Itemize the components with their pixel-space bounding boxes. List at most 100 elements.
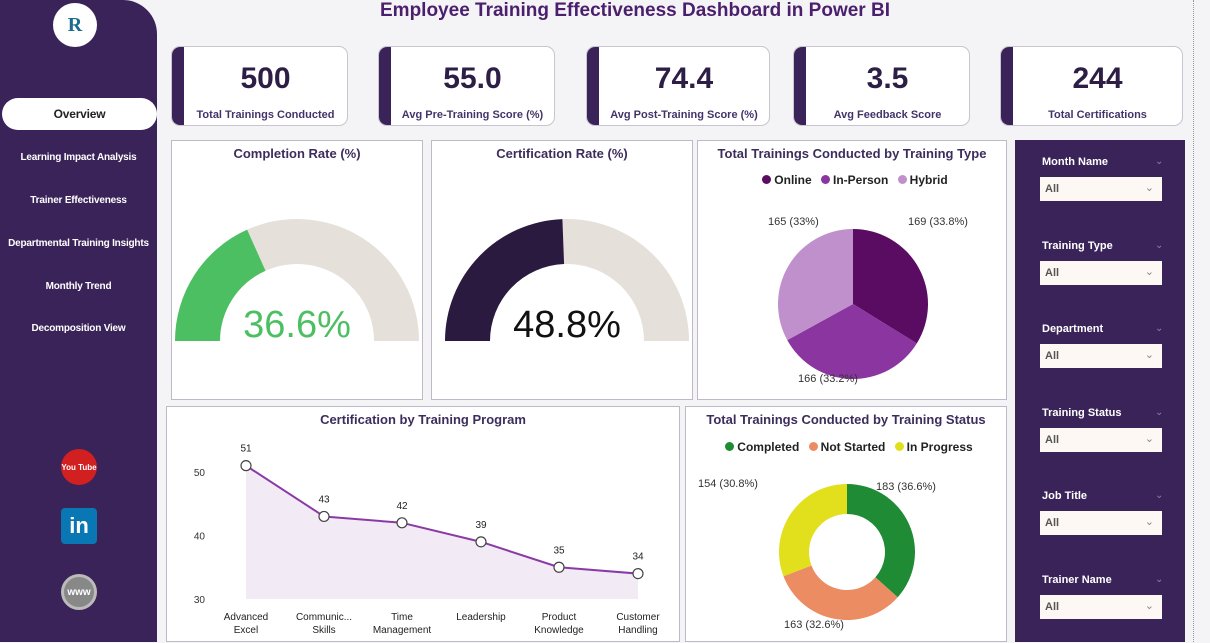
legend-completed[interactable]: Completed: [737, 440, 800, 454]
slicer-value: All: [1045, 433, 1060, 446]
slice-not-started: [783, 565, 898, 620]
chevron-down-icon[interactable]: ⌄: [1155, 490, 1164, 501]
panel-title: Certification by Training Program: [320, 412, 526, 427]
nav-learning-impact[interactable]: Learning Impact Analysis: [20, 152, 137, 163]
filter-panel: Month Name ⌄ All ⌄ Training Type ⌄ All ⌄ Dep…: [1015, 140, 1185, 642]
certification-line-chart: 30 40 50 51 Advanced Excel 43 Communic... Skills…: [194, 444, 660, 636]
linkedin-icon[interactable]: in: [61, 508, 97, 544]
panel-title: Total Trainings Conducted by Training St…: [706, 412, 986, 427]
slicer-label: Training Status: [1042, 406, 1122, 419]
slicer-value: All: [1045, 183, 1060, 195]
slicer-value: All: [1045, 266, 1060, 279]
data-label: 166 (33.2%): [798, 373, 858, 385]
legend-dot: [894, 442, 904, 451]
slicer-dropdown[interactable]: All ⌄: [1040, 344, 1162, 368]
slicer-label: Department: [1042, 323, 1104, 335]
data-label: 42: [396, 501, 408, 512]
gauge-track: [562, 219, 689, 341]
slice-in-progress: [779, 484, 847, 577]
slice-completed: [847, 484, 915, 598]
area-fill: [246, 465, 638, 599]
chevron-down-icon[interactable]: ⌄: [1155, 323, 1164, 334]
data-label: 51: [240, 444, 252, 455]
x-tick: Product: [542, 612, 577, 623]
chevron-down-icon: ⌄: [1144, 516, 1154, 528]
series-line: [245, 464, 639, 575]
chevron-down-icon: ⌄: [1144, 182, 1154, 194]
slice-hybrid: [778, 229, 853, 341]
slicer-dropdown[interactable]: All ⌄: [1040, 427, 1162, 452]
kpi-value: 74.4: [654, 62, 714, 95]
slicer-label: Month Name: [1042, 156, 1108, 168]
gauge-value: 48.8%: [513, 304, 621, 346]
data-label: 169 (33.8%): [908, 216, 968, 228]
nav-trainer-effectiveness[interactable]: Trainer Effectiveness: [30, 195, 127, 206]
slicer-dropdown[interactable]: All ⌄: [1040, 511, 1162, 535]
slicer-label: Training Type: [1042, 239, 1113, 252]
certification-gauge-panel: Certification Rate (%) 48.8%: [431, 140, 693, 400]
chevron-down-icon[interactable]: ⌄: [1155, 573, 1164, 585]
data-label: 183 (36.6%): [876, 481, 936, 493]
chevron-down-icon[interactable]: ⌄: [1155, 239, 1164, 251]
chevron-down-icon: ⌄: [1144, 599, 1154, 612]
slicer-value: All: [1045, 517, 1060, 529]
training-status-panel: Total Trainings Conducted by Training St…: [685, 406, 1007, 642]
gauge-fill: [175, 229, 266, 341]
nav-departmental[interactable]: Departmental Training Insights: [8, 238, 149, 249]
training-type-panel: Total Trainings Conducted by Training Ty…: [697, 140, 1007, 400]
x-tick: Skills: [312, 625, 335, 636]
y-tick: 40: [194, 532, 206, 543]
training-type-pie: 169 (33.8%) 166 (33.2%) 165 (33%): [768, 216, 968, 385]
data-point: [475, 536, 487, 548]
legend-in-person[interactable]: In-Person: [832, 173, 889, 187]
chevron-down-icon: ⌄: [1144, 265, 1154, 278]
nav-monthly-trend[interactable]: Monthly Trend: [45, 281, 112, 292]
data-label: 35: [553, 545, 565, 556]
kpi-certifications: 244 Total Certifications: [1000, 46, 1183, 126]
slicer-value: All: [1045, 600, 1060, 613]
legend-hybrid[interactable]: Hybrid: [909, 173, 948, 187]
youtube-icon[interactable]: You Tube: [61, 449, 97, 485]
kpi-label: Avg Feedback Score: [833, 109, 942, 121]
data-label: 39: [475, 520, 487, 531]
kpi-label: Avg Pre-Training Score (%): [401, 109, 544, 121]
gauge-fill: [445, 219, 565, 341]
nav-overview[interactable]: Overview: [2, 98, 157, 130]
x-tick: Communic...: [296, 612, 352, 623]
kpi-label: Avg Post-Training Score (%): [610, 109, 758, 121]
legend-online[interactable]: Online: [774, 173, 812, 187]
kpi-value: 3.5: [866, 62, 909, 95]
chevron-down-icon[interactable]: ⌄: [1155, 406, 1164, 418]
legend-not-started[interactable]: Not Started: [820, 440, 886, 454]
data-point: [553, 561, 565, 573]
legend-in-progress[interactable]: In Progress: [906, 440, 973, 454]
x-tick: Customer: [616, 612, 660, 623]
kpi-total-trainings: 500 Total Trainings Conducted: [171, 46, 348, 126]
slice-online: [853, 229, 928, 344]
y-tick: 50: [194, 468, 206, 479]
kpi-pre-score: 55.0 Avg Pre-Training Score (%): [378, 46, 555, 126]
gauge-track: [247, 219, 419, 341]
x-tick: Leadership: [456, 612, 506, 623]
slicer-dropdown[interactable]: All ⌄: [1040, 594, 1162, 619]
kpi-value: 244: [1072, 62, 1123, 95]
data-label: 154 (30.8%): [698, 478, 758, 490]
slicer-label: Job Title: [1042, 490, 1088, 502]
panel-title: Certification Rate (%): [496, 146, 628, 161]
legend-dot: [725, 442, 735, 451]
kpi-value: 55.0: [443, 62, 502, 95]
globe-icon[interactable]: www: [61, 574, 97, 610]
legend-dot: [762, 175, 772, 184]
chevron-down-icon: ⌄: [1144, 432, 1154, 445]
nav-decomposition[interactable]: Decomposition View: [31, 323, 126, 334]
panel-title: Completion Rate (%): [233, 146, 361, 161]
legend-dot: [897, 175, 907, 184]
kpi-label: Total Trainings Conducted: [196, 109, 335, 121]
data-label: 163 (32.6%): [784, 619, 844, 631]
slicer-dropdown[interactable]: All ⌄: [1040, 177, 1162, 201]
x-tick: Time: [391, 612, 413, 623]
data-label: 165 (33%): [768, 216, 819, 228]
slicer-dropdown[interactable]: All ⌄: [1040, 260, 1162, 285]
data-point: [240, 460, 252, 472]
chevron-down-icon[interactable]: ⌄: [1155, 156, 1164, 167]
